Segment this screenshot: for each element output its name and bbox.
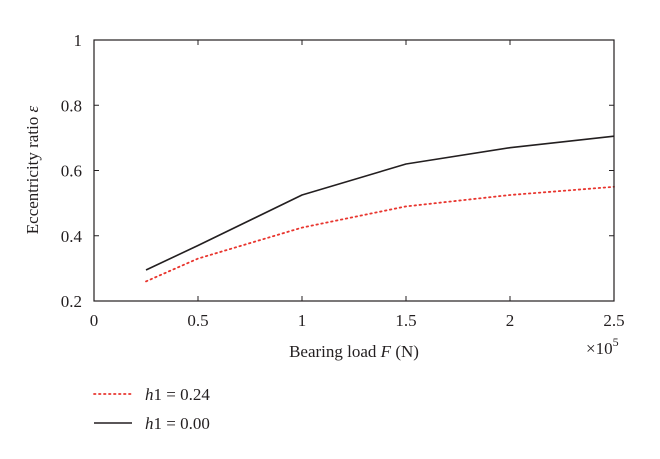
legend-label-series-2: h1 = 0.00 [145,414,210,433]
plot-frame [93,39,615,302]
series-lines [145,135,615,283]
x-tick-label: 1 [298,311,307,330]
y-tick-label: 0.8 [61,96,82,115]
x-tick-label: 0 [90,311,99,330]
x-tick-labels: 0 0.5 1 1.5 2 2.5 [90,311,625,330]
y-tick-label: 0.4 [61,227,83,246]
x-tick-label: 2.5 [603,311,624,330]
y-tick-label: 1 [74,31,83,50]
series-line-2 [145,135,615,271]
x-axis-label: Bearing load F (N) [289,342,419,361]
y-tick-label: 0.2 [61,292,82,311]
series-line-1 [145,185,615,283]
legend: h1 = 0.24 h1 = 0.00 [93,385,210,433]
x-tick-label: 0.5 [187,311,208,330]
y-tick-label: 0.6 [61,162,82,181]
axis-ticks [93,39,615,302]
y-axis-label: Eccentricity ratio ε [23,105,42,234]
x-tick-label: 2 [506,311,515,330]
y-tick-labels: 0.2 0.4 0.6 0.8 1 [61,31,83,311]
legend-label-series-1: h1 = 0.24 [145,385,210,404]
x-tick-label: 1.5 [395,311,416,330]
x-axis-multiplier: ×105 [586,335,619,358]
